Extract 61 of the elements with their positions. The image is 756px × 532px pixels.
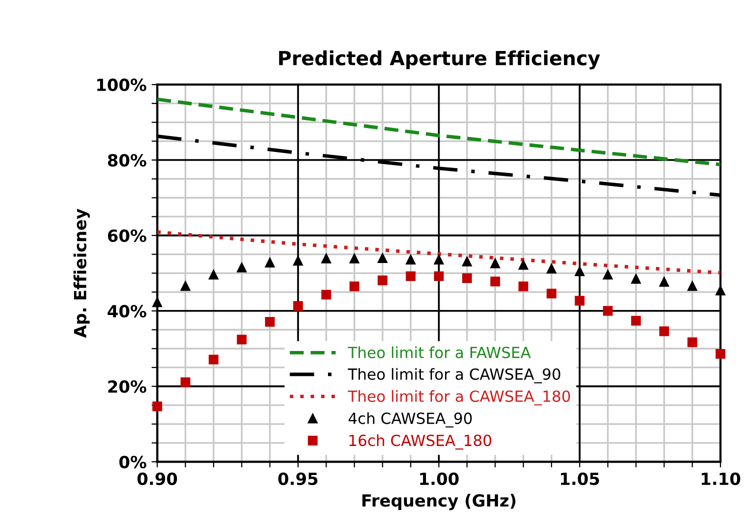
point: [378, 275, 388, 286]
y-tick-label: 60%: [108, 229, 146, 242]
point: [462, 273, 472, 283]
point: [152, 297, 162, 308]
point: [716, 349, 726, 359]
point: [265, 258, 275, 268]
point: [546, 264, 556, 274]
point: [180, 377, 190, 388]
point: [518, 282, 528, 292]
y-axis-title: Ap. Effieicney: [74, 208, 90, 338]
point: [518, 260, 528, 270]
chart-title: Predicted Aperture Efficiency: [279, 50, 600, 70]
legend-label: Theo limit for a CAWSEA_180: [348, 390, 570, 406]
point: [434, 254, 444, 264]
point: [631, 316, 641, 326]
point: [659, 276, 670, 287]
point: [602, 270, 613, 280]
point: [350, 282, 360, 292]
y-tick-label: 20%: [108, 380, 146, 393]
point: [208, 270, 218, 280]
point: [716, 286, 726, 296]
point: [406, 254, 416, 264]
point: [631, 274, 641, 284]
point: [293, 301, 303, 311]
point: [208, 354, 218, 364]
point: [490, 258, 500, 268]
legend-label: Theo limit for a FAWSEA: [348, 346, 531, 358]
point: [293, 256, 303, 266]
y-tick-label: 80%: [108, 154, 146, 167]
point: [406, 271, 416, 282]
point: [687, 281, 698, 291]
point: [321, 290, 332, 300]
legend-label: Theo limit for a CAWSEA_90: [348, 368, 560, 384]
legend-label: 4ch CAWSEA_90: [348, 412, 472, 428]
x-axis-title: Frequency (GHz): [362, 494, 516, 510]
point: [236, 262, 247, 272]
point: [152, 401, 162, 412]
point: [321, 254, 332, 264]
y-tick-label: 100%: [97, 78, 146, 92]
x-tick-label: 0.90: [137, 472, 178, 486]
point: [434, 271, 444, 282]
y-tick-label: 0%: [119, 456, 146, 468]
x-tick-label: 0.95: [278, 472, 318, 486]
point: [574, 266, 585, 276]
y-tick-label: 40%: [108, 304, 146, 318]
point: [490, 276, 500, 286]
x-tick-label: 1.05: [560, 472, 600, 486]
point: [602, 306, 613, 316]
point: [378, 253, 388, 263]
x-tick-label: 1.10: [702, 472, 740, 486]
legend-label: 16ch CAWSEA_180: [350, 434, 492, 450]
point: [659, 326, 670, 336]
point: [462, 256, 472, 266]
point: [350, 254, 360, 264]
point: [687, 337, 698, 348]
point: [180, 281, 190, 291]
point: [236, 334, 247, 344]
point: [265, 316, 275, 327]
point: [546, 288, 556, 298]
x-tick-label: 1.00: [420, 472, 459, 486]
point: [574, 296, 585, 306]
